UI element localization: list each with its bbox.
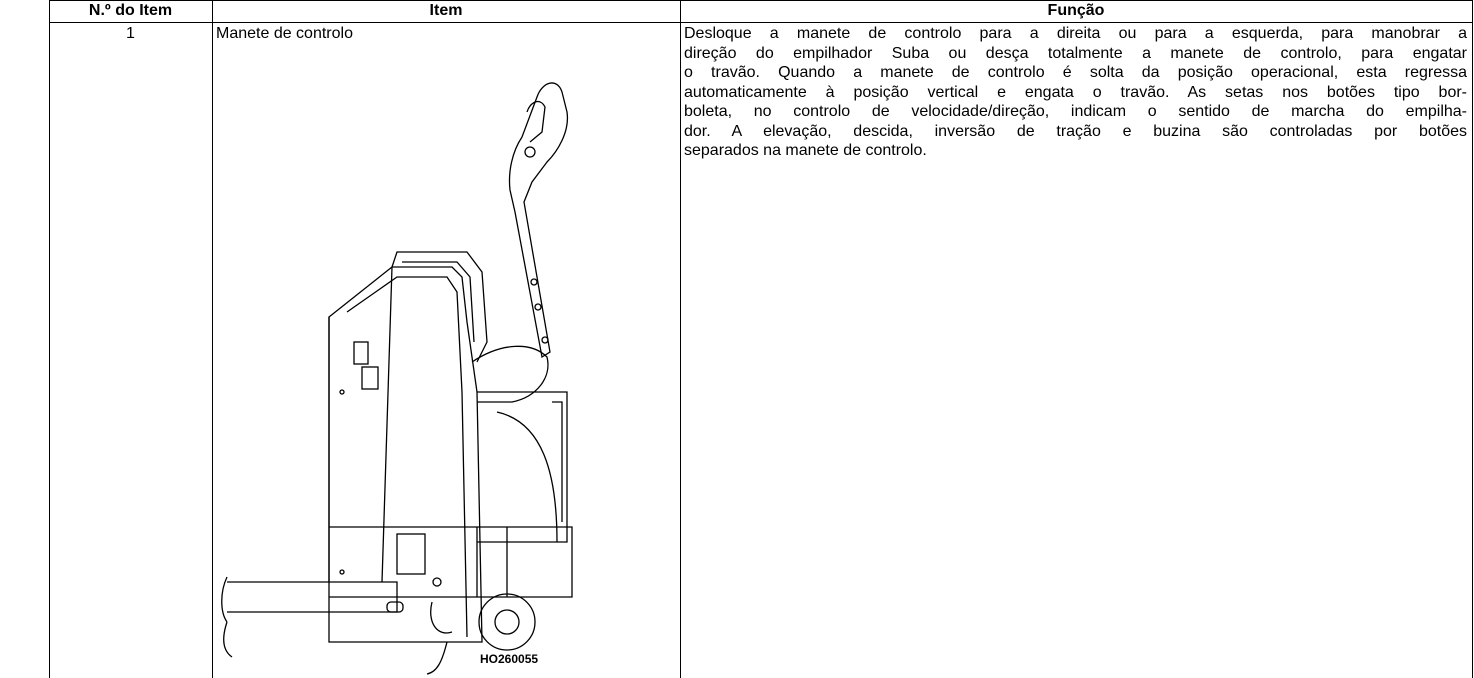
border (49, 0, 50, 678)
function-line: automaticamente à posição vertical e eng… (684, 83, 1467, 101)
border (680, 0, 681, 678)
function-line: separados na manete de controlo. (684, 142, 927, 159)
figure-label: HO260055 (480, 652, 538, 666)
header-cell: Item (429, 2, 463, 19)
border (1472, 0, 1473, 678)
function-line: dor. A elevação, descida, inversão de tr… (684, 122, 1467, 140)
border (212, 0, 213, 678)
pallet-truck-illustration: HO260055 (221, 82, 573, 675)
function-line: Desloque a manete de controlo para a dir… (684, 25, 1467, 42)
border (49, 0, 1473, 1)
function-line: boleta, no controlo de velocidade/direçã… (684, 103, 1467, 120)
item-number: 1 (126, 25, 135, 42)
header-cell: Função (1047, 2, 1105, 19)
item-name: Manete de controlo (216, 25, 353, 42)
function-line: o travão. Quando a manete de controlo é … (684, 64, 1467, 81)
border (49, 22, 1473, 23)
header-cell: N.º do Item (88, 2, 173, 19)
function-line: direção do empilhador Suba ou desça tota… (684, 44, 1467, 62)
